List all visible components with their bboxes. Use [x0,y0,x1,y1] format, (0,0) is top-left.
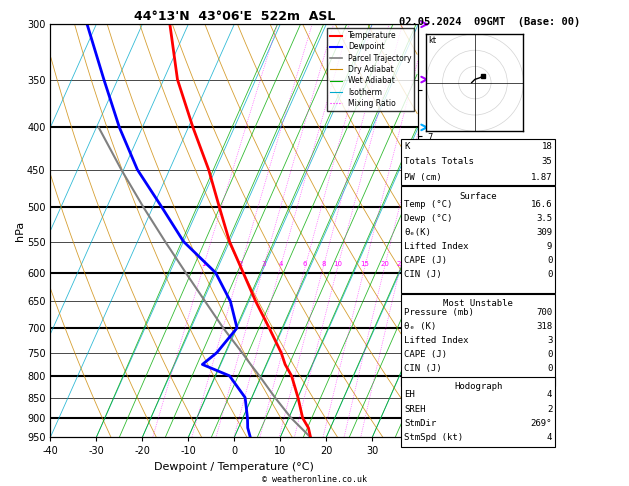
Text: Most Unstable: Most Unstable [443,299,513,309]
Text: 16.6: 16.6 [531,200,552,209]
Text: 10: 10 [333,260,342,267]
Text: 1.87: 1.87 [531,173,552,182]
X-axis label: Dewpoint / Temperature (°C): Dewpoint / Temperature (°C) [154,462,314,472]
Text: CAPE (J): CAPE (J) [404,256,447,265]
Text: 20: 20 [381,260,389,267]
Text: 0: 0 [547,350,552,359]
Text: Temp (°C): Temp (°C) [404,200,453,209]
Text: Surface: Surface [460,191,497,201]
Text: 15: 15 [360,260,369,267]
Text: Hodograph: Hodograph [454,382,503,391]
Text: CAPE (J): CAPE (J) [404,350,447,359]
Text: K: K [404,142,410,151]
Text: 318: 318 [536,322,552,331]
Text: 269°: 269° [531,418,552,428]
Text: 3.5: 3.5 [536,214,552,223]
Text: Lifted Index: Lifted Index [404,242,469,251]
Text: θₑ(K): θₑ(K) [404,228,431,237]
Text: StmDir: StmDir [404,418,437,428]
Text: CIN (J): CIN (J) [404,270,442,279]
Text: Lifted Index: Lifted Index [404,336,469,345]
Text: EH: EH [404,390,415,399]
Text: 4: 4 [278,260,282,267]
Text: Totals Totals: Totals Totals [404,157,474,166]
Text: CIN (J): CIN (J) [404,364,442,373]
Text: 18: 18 [542,142,552,151]
Title: 44°13'N  43°06'E  522m  ASL: 44°13'N 43°06'E 522m ASL [133,10,335,23]
Text: Dewp (°C): Dewp (°C) [404,214,453,223]
Text: 3: 3 [547,336,552,345]
Text: 1: 1 [201,260,206,267]
Text: 4: 4 [547,433,552,442]
Text: © weatheronline.co.uk: © weatheronline.co.uk [262,474,367,484]
Y-axis label: hPa: hPa [16,221,25,241]
Text: θₑ (K): θₑ (K) [404,322,437,331]
Text: 0: 0 [547,256,552,265]
Text: 02.05.2024  09GMT  (Base: 00): 02.05.2024 09GMT (Base: 00) [399,17,581,27]
Text: 9: 9 [547,242,552,251]
Text: 700: 700 [536,308,552,317]
Text: 25: 25 [396,260,405,267]
Legend: Temperature, Dewpoint, Parcel Trajectory, Dry Adiabat, Wet Adiabat, Isotherm, Mi: Temperature, Dewpoint, Parcel Trajectory… [327,28,415,111]
Text: StmSpd (kt): StmSpd (kt) [404,433,464,442]
Text: 4: 4 [547,390,552,399]
Text: kt: kt [428,35,436,45]
Text: 309: 309 [536,228,552,237]
Text: Pressure (mb): Pressure (mb) [404,308,474,317]
Text: 2: 2 [547,404,552,414]
Text: 35: 35 [542,157,552,166]
Text: PW (cm): PW (cm) [404,173,442,182]
Text: SREH: SREH [404,404,426,414]
Text: 0: 0 [547,364,552,373]
Text: 2: 2 [238,260,243,267]
Text: 6: 6 [303,260,308,267]
Text: 8: 8 [321,260,326,267]
Text: LCL: LCL [418,367,433,376]
Text: 3: 3 [261,260,266,267]
Text: 0: 0 [547,270,552,279]
